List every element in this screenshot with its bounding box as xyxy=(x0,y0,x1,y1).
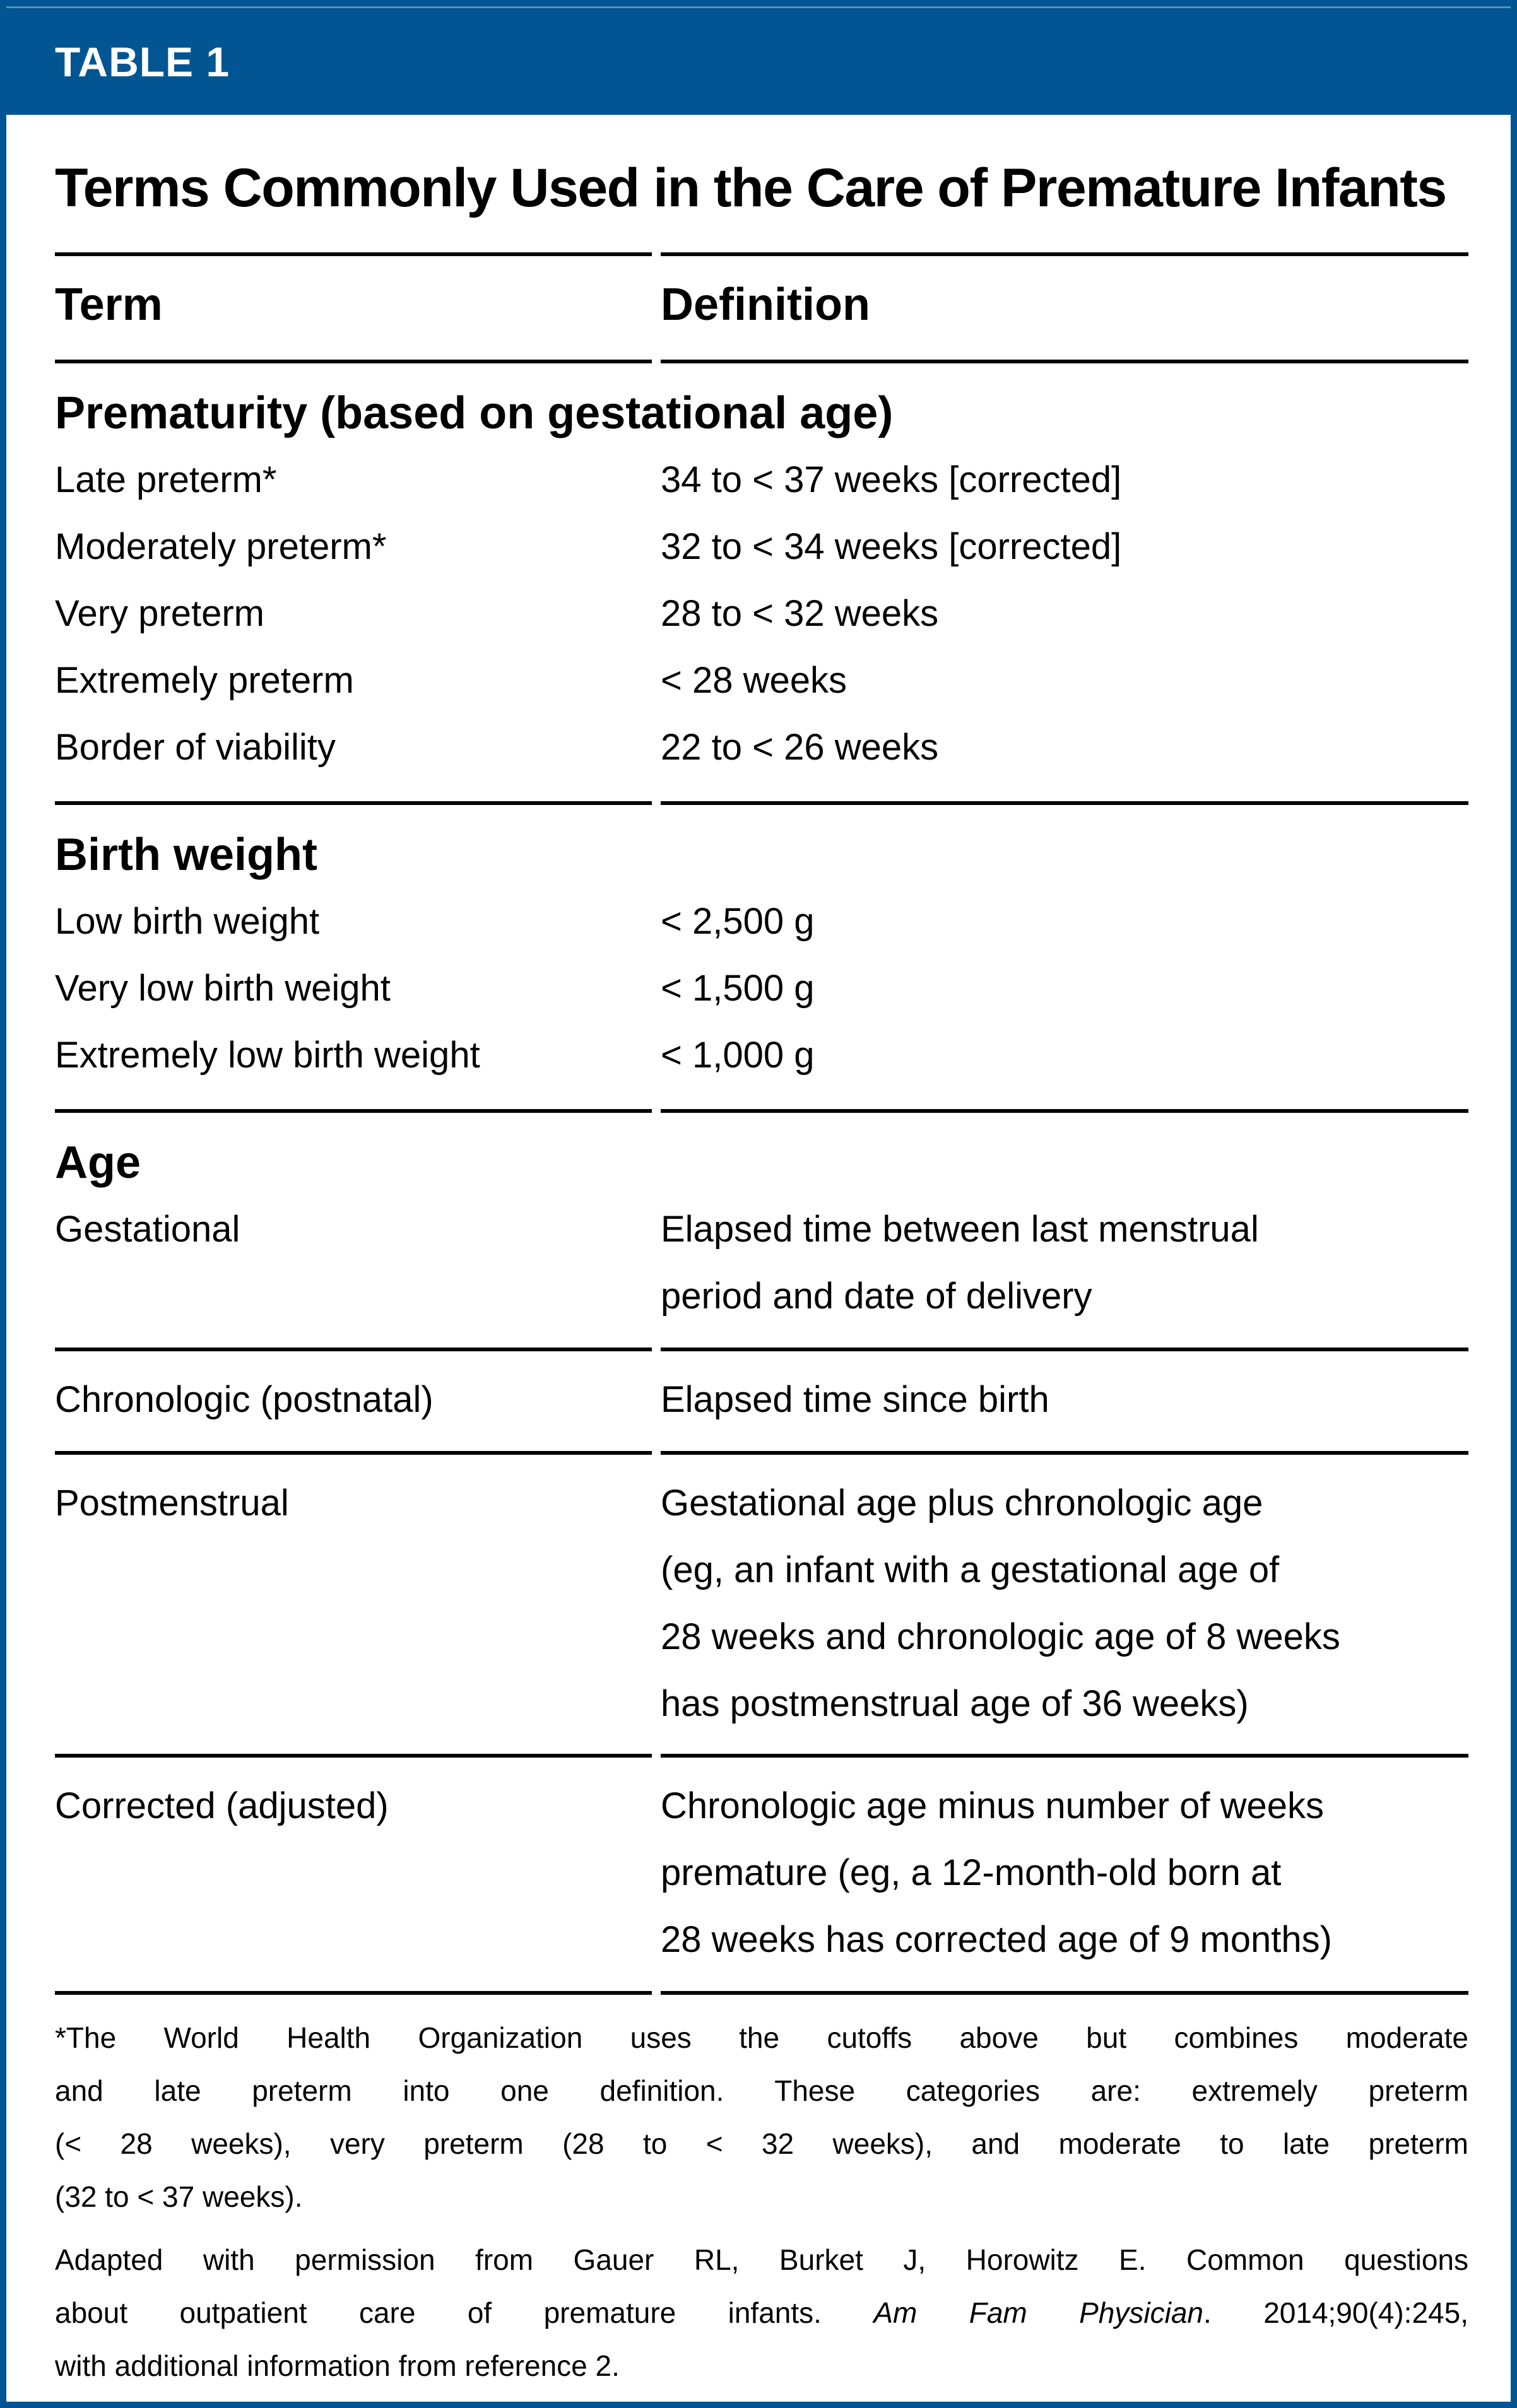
rule-segment xyxy=(661,1991,1468,1995)
rule-segment xyxy=(55,360,652,363)
rule-segment xyxy=(661,801,1468,805)
rule-segment xyxy=(55,801,652,805)
rule-segment xyxy=(661,1754,1468,1758)
rule-segment xyxy=(661,252,1468,256)
footnote-line: *The World Health Organization uses the … xyxy=(55,2021,1468,2054)
definition-line: Gestational age plus chronologic age xyxy=(661,1483,1263,1524)
footnote-line: with additional information from referen… xyxy=(55,2349,620,2382)
term-cell: Very preterm xyxy=(55,593,264,634)
rule-segment xyxy=(55,1348,652,1351)
rule-segment xyxy=(661,360,1468,363)
footnote-line: about outpatient care of premature infan… xyxy=(55,2286,1468,2339)
term-cell: Gestational xyxy=(55,1209,240,1250)
footnote-line: (< 28 weeks), very preterm (28 to < 32 w… xyxy=(55,2127,1468,2160)
rule-segment xyxy=(55,252,652,256)
rule-segment xyxy=(661,1348,1468,1351)
journal-name: Am Fam Physician xyxy=(873,2296,1204,2329)
definition-cell: 34 to < 37 weeks [corrected] xyxy=(661,459,1122,500)
definition-cell: Gestational age plus chronologic age (eg… xyxy=(661,1470,1468,1737)
table-row: Border of viability 22 to < 26 weeks xyxy=(55,714,1468,801)
definition-line: Elapsed time between last menstrual xyxy=(661,1209,1259,1250)
term-cell: Low birth weight xyxy=(55,901,320,942)
table-row: Extremely preterm < 28 weeks xyxy=(55,647,1468,714)
section-header-birth-weight: Birth weight xyxy=(55,830,317,880)
definition-cell: 28 to < 32 weeks xyxy=(661,593,939,634)
table-title: Terms Commonly Used in the Care of Prema… xyxy=(55,158,1447,218)
horizontal-rule xyxy=(55,252,1468,256)
horizontal-rule xyxy=(55,1348,1468,1351)
term-cell: Extremely preterm xyxy=(55,660,354,701)
table-row: Very preterm 28 to < 32 weeks xyxy=(55,580,1468,647)
term-cell: Extremely low birth weight xyxy=(55,1035,480,1076)
term-cell: Corrected (adjusted) xyxy=(55,1785,389,1826)
table-row: Corrected (adjusted) Chronologic age min… xyxy=(55,1758,1468,1991)
column-header-term: Term xyxy=(55,279,163,330)
horizontal-rule xyxy=(55,1754,1468,1758)
table-row: Late preterm* 34 to < 37 weeks [correcte… xyxy=(55,447,1468,514)
definition-line: premature (eg, a 12-month-old born at xyxy=(661,1852,1282,1893)
column-header-definition: Definition xyxy=(661,279,870,330)
term-cell: Moderately preterm* xyxy=(55,526,387,567)
footnote-text: . 2014;90(4):245, xyxy=(1203,2296,1468,2329)
table-row: Extremely low birth weight < 1,000 g xyxy=(55,1022,1468,1109)
table-header-band: TABLE 1 xyxy=(6,6,1511,115)
table-row: Low birth weight < 2,500 g xyxy=(55,888,1468,955)
column-header-row: Term Definition xyxy=(55,256,1468,360)
footnote-source: Adapted with permission from Gauer RL, B… xyxy=(55,2233,1468,2392)
horizontal-rule xyxy=(55,1991,1468,1995)
rule-segment xyxy=(55,1109,652,1113)
definition-cell: < 1,500 g xyxy=(661,968,815,1009)
definition-cell: 22 to < 26 weeks xyxy=(661,727,939,768)
definition-cell: < 28 weeks xyxy=(661,660,847,701)
footnote-line: Adapted with permission from Gauer RL, B… xyxy=(55,2243,1468,2276)
table-row: Gestational Elapsed time between last me… xyxy=(55,1196,1468,1348)
definition-cell: 32 to < 34 weeks [corrected] xyxy=(661,526,1122,567)
definition-line: 28 weeks has corrected age of 9 months) xyxy=(661,1919,1332,1960)
definition-line: Chronologic age minus number of weeks xyxy=(661,1785,1324,1826)
footnote-text: about outpatient care of premature infan… xyxy=(55,2296,874,2329)
footnote-asterisk: *The World Health Organization uses the … xyxy=(55,2011,1468,2223)
rule-segment xyxy=(55,1451,652,1455)
term-cell: Postmenstrual xyxy=(55,1483,289,1524)
term-cell: Very low birth weight xyxy=(55,968,391,1009)
section-header-prematurity: Prematurity (based on gestational age) xyxy=(55,388,894,438)
table-row: Moderately preterm* 32 to < 34 weeks [co… xyxy=(55,514,1468,580)
definition-line: has postmenstrual age of 36 weeks) xyxy=(661,1683,1249,1724)
term-cell: Border of viability xyxy=(55,727,336,768)
definition-line: period and date of delivery xyxy=(661,1276,1092,1317)
term-cell: Chronologic (postnatal) xyxy=(55,1379,434,1420)
horizontal-rule xyxy=(55,801,1468,805)
table-row: Very low birth weight < 1,500 g xyxy=(55,955,1468,1022)
table-content: Terms Commonly Used in the Care of Prema… xyxy=(6,159,1511,2392)
definition-cell: < 1,000 g xyxy=(661,1035,815,1076)
definition-cell: < 2,500 g xyxy=(661,901,815,942)
horizontal-rule xyxy=(55,1109,1468,1113)
footnote-line: (32 to < 37 weeks). xyxy=(55,2180,303,2213)
term-cell: Late preterm* xyxy=(55,459,277,500)
table-row: Chronologic (postnatal) Elapsed time sin… xyxy=(55,1351,1468,1451)
definition-cell: Elapsed time between last menstrual peri… xyxy=(661,1196,1468,1330)
rule-segment xyxy=(55,1754,652,1758)
rule-segment xyxy=(661,1109,1468,1113)
horizontal-rule xyxy=(55,360,1468,363)
definition-cell: Elapsed time since birth xyxy=(661,1379,1049,1420)
rule-segment xyxy=(661,1451,1468,1455)
section-header-age: Age xyxy=(55,1137,141,1188)
definition-cell: Chronologic age minus number of weeks pr… xyxy=(661,1773,1468,1973)
table-row: Postmenstrual Gestational age plus chron… xyxy=(55,1455,1468,1754)
rule-segment xyxy=(55,1991,652,1995)
footnote-line: and late preterm into one definition. Th… xyxy=(55,2074,1468,2107)
horizontal-rule xyxy=(55,1451,1468,1455)
table-label: TABLE 1 xyxy=(55,38,230,85)
definition-line: (eg, an infant with a gestational age of xyxy=(661,1549,1280,1590)
definition-line: 28 weeks and chronologic age of 8 weeks xyxy=(661,1616,1340,1657)
